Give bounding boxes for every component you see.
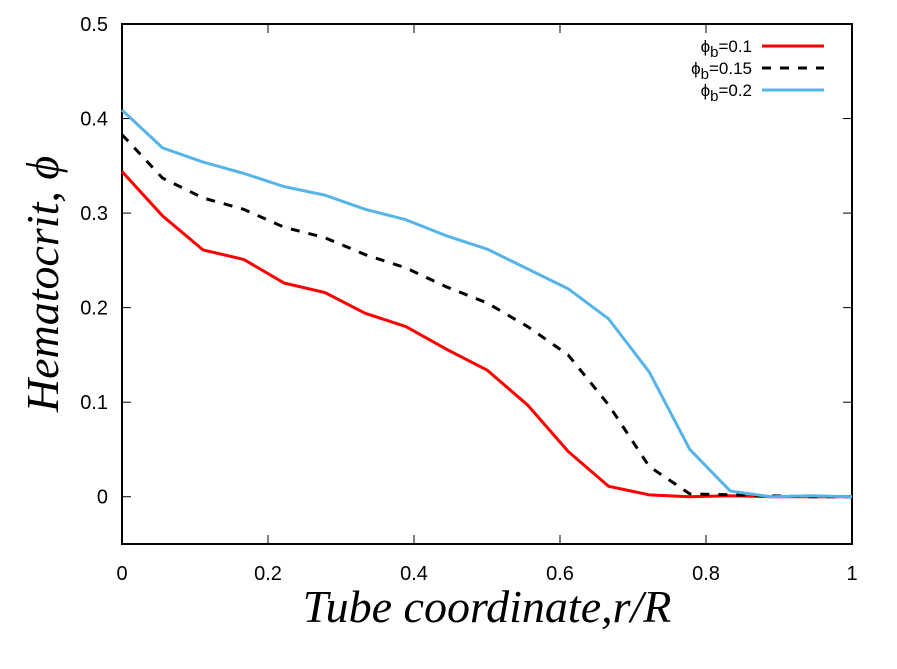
x-tick-label: 0: [116, 563, 127, 585]
y-tick-label: 0.3: [80, 203, 108, 225]
y-axis-label: Hematocrit, ϕ: [17, 156, 68, 413]
y-tick-label: 0.5: [80, 14, 108, 36]
y-tick-label: 0: [97, 487, 108, 509]
x-tick-label: 1: [846, 563, 857, 585]
plot-frame: [121, 23, 853, 545]
x-tick-label: 0.4: [400, 563, 428, 585]
legend-label-2: ϕb=0.2: [701, 81, 752, 105]
x-tick-label: 0.6: [546, 563, 574, 585]
x-axis-label: Tube coordinate,r/R: [303, 581, 672, 632]
series-line-0: [120, 170, 852, 499]
y-tick-label: 0.1: [80, 392, 108, 414]
series-line-1: [120, 133, 852, 499]
legend-label-1: ϕb=0.15: [691, 59, 752, 83]
legend-label-0: ϕb=0.1: [701, 37, 752, 61]
x-tick-label: 0.2: [254, 563, 282, 585]
x-tick-label: 0.8: [692, 563, 720, 585]
y-tick-label: 0.4: [80, 109, 108, 131]
y-tick-label: 0.2: [80, 298, 108, 320]
series-line-2: [120, 108, 853, 499]
